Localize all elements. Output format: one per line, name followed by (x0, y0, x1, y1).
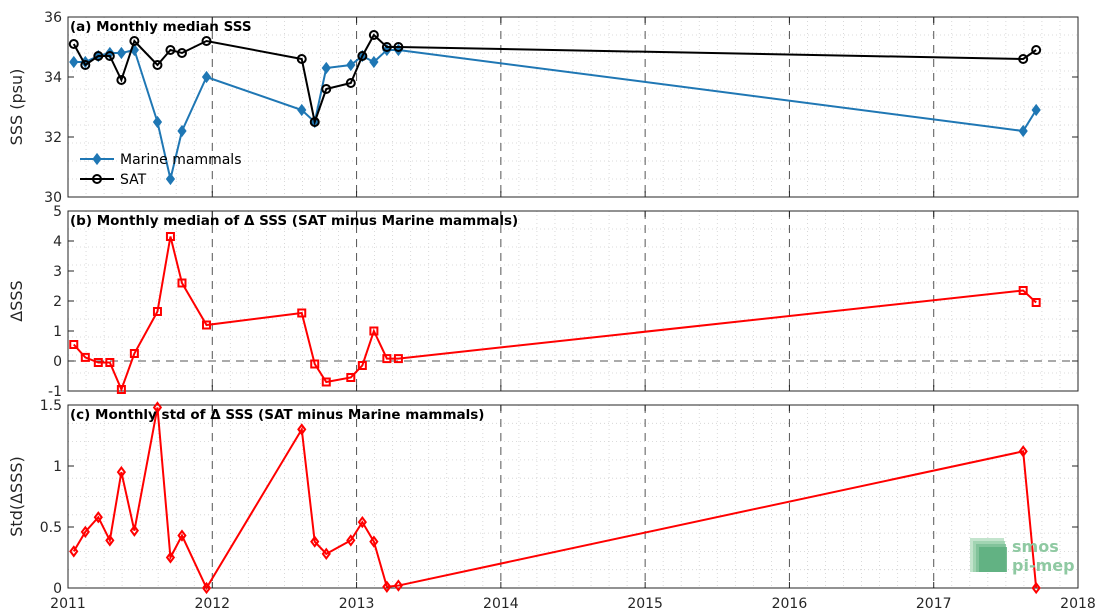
y-tick-label: 36 (44, 10, 62, 26)
logo-text-smos: smos (1012, 537, 1059, 556)
panel-2: -1 0 1 2 3 4 5 ΔSSS (b) Monthly median of Δ SSS … (7, 204, 1078, 400)
legend-label: SAT (120, 172, 147, 188)
panel-2-y-axis-label: ΔSSS (7, 280, 26, 321)
y-tick-label: 32 (44, 130, 62, 146)
y-tick-label: 1 (53, 324, 62, 340)
x-tick-label: 2016 (772, 596, 808, 612)
y-tick-label: 4 (53, 234, 62, 250)
logo-mark (979, 547, 1007, 572)
x-tick-label: 2015 (627, 596, 663, 612)
data-point (154, 118, 161, 127)
y-tick-label: 0.5 (40, 520, 62, 536)
legend-marker (94, 155, 101, 164)
legend-label: Marine mammals (120, 152, 242, 168)
y-tick-label: 34 (44, 70, 62, 86)
series-line (74, 35, 1036, 122)
x-tick-label: 2012 (194, 596, 230, 612)
panel-2-title: (b) Monthly median of Δ SSS (SAT minus M… (70, 213, 518, 229)
data-point (167, 175, 174, 184)
x-tick-label: 2017 (916, 596, 952, 612)
panel-3: 0 0.5 1 1.5 2011 2012 2013 2014 2015 2016 2017 2018… (7, 398, 1096, 612)
panel-3-minor-grid (68, 405, 1078, 588)
panel-2-series-1 (70, 233, 1039, 393)
panel-1-y-axis-label: SSS (psu) (7, 69, 26, 146)
x-tick-label: 2018 (1060, 596, 1096, 612)
data-point (347, 61, 354, 70)
y-tick-label: 0 (53, 581, 62, 597)
logo-text-pimep: pi-mep (1012, 556, 1075, 575)
data-point (70, 58, 77, 67)
y-tick-label: 1.5 (40, 398, 62, 414)
x-tick-label: 2011 (50, 596, 86, 612)
y-tick-label: 0 (53, 354, 62, 370)
panel-1-title: (a) Monthly median SSS (70, 19, 252, 35)
y-tick-label: 1 (53, 459, 62, 475)
data-point (118, 49, 125, 58)
panel-3-y-axis-label: Std(ΔSSS) (7, 456, 26, 536)
y-tick-label: 3 (53, 264, 62, 280)
x-tick-label: 2014 (483, 596, 519, 612)
panel-1: 30 32 34 36 SSS (psu) (a) Monthly median SSS M… (7, 10, 1078, 206)
y-tick-label: 2 (53, 294, 62, 310)
y-tick-label: 5 (53, 204, 62, 220)
panel-3-title: (c) Monthly std of Δ SSS (SAT minus Mari… (70, 407, 484, 423)
x-tick-label: 2013 (339, 596, 375, 612)
